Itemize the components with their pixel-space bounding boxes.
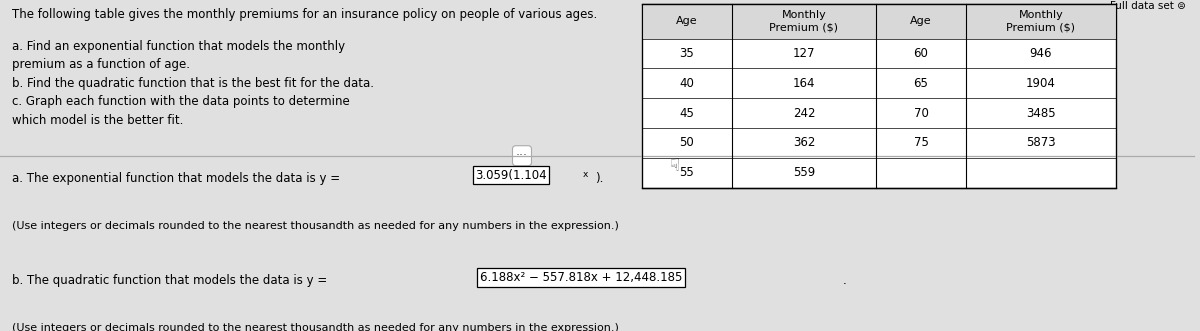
Bar [642, 4, 1116, 39]
Text: Full data set ⊜: Full data set ⊜ [1110, 1, 1186, 11]
Text: 242: 242 [793, 107, 815, 119]
Text: 65: 65 [913, 77, 929, 90]
Text: a. Find an exponential function that models the monthly
premium as a function of: a. Find an exponential function that mod… [12, 40, 374, 127]
Text: 5873: 5873 [1026, 136, 1056, 150]
Text: b. The quadratic function that models the data is y =: b. The quadratic function that models th… [12, 274, 331, 287]
Text: 45: 45 [679, 107, 695, 119]
Text: 127: 127 [793, 47, 815, 60]
Text: 3485: 3485 [1026, 107, 1056, 119]
Text: 55: 55 [679, 166, 695, 179]
Text: 3.059(1.104: 3.059(1.104 [475, 168, 547, 181]
Text: (Use integers or decimals rounded to the nearest thousandth as needed for any nu: (Use integers or decimals rounded to the… [12, 221, 619, 231]
Text: Monthly
Premium ($): Monthly Premium ($) [1007, 10, 1075, 32]
Text: 35: 35 [679, 47, 695, 60]
Text: The following table gives the monthly premiums for an insurance policy on people: The following table gives the monthly pr… [12, 8, 598, 21]
Text: Age: Age [676, 16, 698, 26]
Text: 70: 70 [913, 107, 929, 119]
Text: 946: 946 [1030, 47, 1052, 60]
Text: 164: 164 [793, 77, 815, 90]
Text: ···: ··· [516, 149, 528, 162]
Bar [642, 4, 1116, 188]
Text: a. The exponential function that models the data is y =: a. The exponential function that models … [12, 172, 344, 185]
Text: 40: 40 [679, 77, 695, 90]
Text: Age: Age [910, 16, 932, 26]
Text: 75: 75 [913, 136, 929, 150]
Text: 60: 60 [913, 47, 929, 60]
Text: .: . [842, 274, 846, 287]
Text: (Use integers or decimals rounded to the nearest thousandth as needed for any nu: (Use integers or decimals rounded to the… [12, 323, 619, 331]
Text: x: x [583, 170, 588, 179]
Text: ).: ). [595, 172, 604, 185]
Text: Monthly
Premium ($): Monthly Premium ($) [769, 10, 839, 32]
Text: 362: 362 [793, 136, 815, 150]
Text: 1904: 1904 [1026, 77, 1056, 90]
Text: 50: 50 [679, 136, 695, 150]
Text: 6.188x² − 557.818x + 12,448.185: 6.188x² − 557.818x + 12,448.185 [480, 271, 683, 284]
Text: 559: 559 [793, 166, 815, 179]
Text: ☟: ☟ [670, 157, 679, 175]
